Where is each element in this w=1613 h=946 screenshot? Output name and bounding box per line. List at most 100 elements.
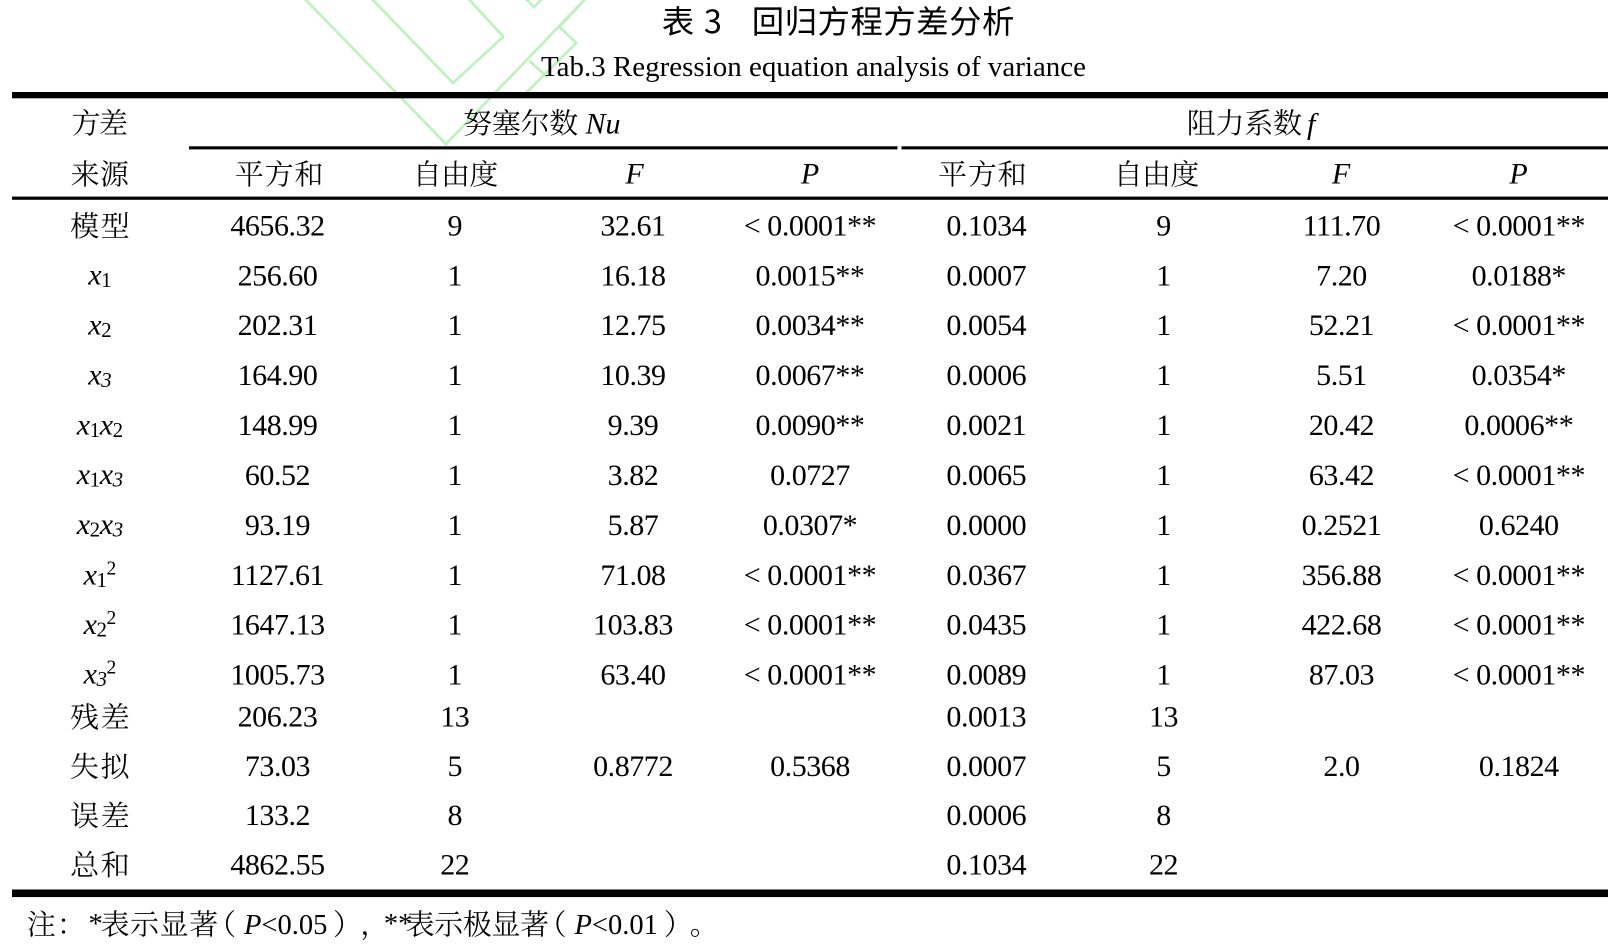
svg-text:206.23: 206.23 xyxy=(238,700,318,733)
svg-text:111.70: 111.70 xyxy=(1303,209,1381,242)
svg-text:0.0435: 0.0435 xyxy=(946,609,1026,642)
svg-text:0.0188*: 0.0188* xyxy=(1472,259,1566,292)
svg-text:0.5368: 0.5368 xyxy=(770,750,850,783)
svg-text:0.0307*: 0.0307* xyxy=(763,509,857,542)
svg-text:1: 1 xyxy=(1156,559,1171,592)
svg-text:1005.73: 1005.73 xyxy=(230,658,324,691)
svg-text:1: 1 xyxy=(1156,259,1171,292)
svg-text:x22: x22 xyxy=(83,608,116,642)
svg-text:< 0.0001**: < 0.0001** xyxy=(744,209,876,242)
svg-text:4862.55: 4862.55 xyxy=(230,848,324,881)
svg-text:P: P xyxy=(800,158,819,191)
svg-text:12.75: 12.75 xyxy=(600,309,665,342)
svg-text:1: 1 xyxy=(448,309,463,342)
svg-text:< 0.0001**: < 0.0001** xyxy=(1453,658,1585,691)
svg-text:1127.61: 1127.61 xyxy=(231,559,324,592)
svg-text:x1x3: x1x3 xyxy=(76,458,123,492)
svg-text:0.1824: 0.1824 xyxy=(1479,750,1559,783)
svg-text:x2: x2 xyxy=(87,309,111,343)
svg-text:5.87: 5.87 xyxy=(608,509,659,542)
svg-text:< 0.0001**: < 0.0001** xyxy=(1453,609,1585,642)
svg-text:71.08: 71.08 xyxy=(600,559,665,592)
svg-text:0.0034**: 0.0034** xyxy=(756,309,865,342)
svg-text:8: 8 xyxy=(1156,799,1171,832)
svg-text:0.2521: 0.2521 xyxy=(1302,509,1382,542)
svg-text:< 0.0001**: < 0.0001** xyxy=(1453,309,1585,342)
svg-text:x1: x1 xyxy=(87,259,111,293)
svg-text:1: 1 xyxy=(1156,658,1171,691)
svg-text:63.40: 63.40 xyxy=(600,658,665,691)
svg-text:0.0000: 0.0000 xyxy=(946,509,1026,542)
svg-text:1: 1 xyxy=(1156,459,1171,492)
svg-text:13: 13 xyxy=(440,700,469,733)
svg-text:1: 1 xyxy=(448,509,463,542)
svg-text:1: 1 xyxy=(448,359,463,392)
svg-text:3.82: 3.82 xyxy=(608,459,659,492)
svg-text:x3: x3 xyxy=(87,358,111,392)
svg-text:1: 1 xyxy=(448,609,463,642)
svg-text:1: 1 xyxy=(448,459,463,492)
svg-text:164.90: 164.90 xyxy=(238,359,318,392)
svg-text:1647.13: 1647.13 xyxy=(230,609,324,642)
svg-text:0.0013: 0.0013 xyxy=(946,700,1026,733)
svg-text:93.19: 93.19 xyxy=(245,509,310,542)
svg-text:5: 5 xyxy=(448,750,463,783)
svg-text:0.0065: 0.0065 xyxy=(946,459,1026,492)
svg-text:0.8772: 0.8772 xyxy=(593,750,673,783)
svg-text:x2x3: x2x3 xyxy=(76,508,123,542)
svg-text:< 0.0001**: < 0.0001** xyxy=(744,658,876,691)
svg-text:16.18: 16.18 xyxy=(600,259,665,292)
svg-text:9: 9 xyxy=(1156,209,1171,242)
svg-text:Nu: Nu xyxy=(585,107,621,140)
svg-text:x1x2: x1x2 xyxy=(76,408,123,442)
svg-text:1: 1 xyxy=(1156,509,1171,542)
svg-text:2.0: 2.0 xyxy=(1323,750,1359,783)
svg-text:x32: x32 xyxy=(83,658,116,692)
svg-text:4656.32: 4656.32 xyxy=(230,209,324,242)
svg-text:0.0006: 0.0006 xyxy=(946,359,1026,392)
svg-text:1: 1 xyxy=(1156,309,1171,342)
svg-text:0.0367: 0.0367 xyxy=(946,559,1026,592)
svg-text:1: 1 xyxy=(448,259,463,292)
svg-text:< 0.0001**: < 0.0001** xyxy=(744,609,876,642)
svg-text:F: F xyxy=(624,158,644,191)
svg-text:1: 1 xyxy=(1156,409,1171,442)
svg-text:52.21: 52.21 xyxy=(1309,309,1374,342)
svg-text:5: 5 xyxy=(1156,750,1171,783)
svg-text:63.42: 63.42 xyxy=(1309,459,1374,492)
svg-text:356.88: 356.88 xyxy=(1302,559,1382,592)
svg-text:P: P xyxy=(1508,158,1527,191)
svg-text:0.0089: 0.0089 xyxy=(946,658,1026,691)
svg-text:1: 1 xyxy=(448,658,463,691)
svg-text:0.6240: 0.6240 xyxy=(1479,509,1559,542)
svg-text:148.99: 148.99 xyxy=(238,409,318,442)
svg-text:0.1034: 0.1034 xyxy=(946,848,1026,881)
svg-text:22: 22 xyxy=(440,848,469,881)
svg-text:0.0006**: 0.0006** xyxy=(1464,409,1573,442)
svg-text:202.31: 202.31 xyxy=(238,309,318,342)
svg-text:0.0021: 0.0021 xyxy=(946,409,1026,442)
svg-text:422.68: 422.68 xyxy=(1302,609,1382,642)
svg-text:0.1034: 0.1034 xyxy=(946,209,1026,242)
svg-text:60.52: 60.52 xyxy=(245,459,310,492)
svg-text:9.39: 9.39 xyxy=(608,409,659,442)
svg-text:1: 1 xyxy=(448,559,463,592)
svg-text:0.0054: 0.0054 xyxy=(946,309,1026,342)
svg-text:1: 1 xyxy=(1156,609,1171,642)
svg-text:0.0727: 0.0727 xyxy=(770,459,850,492)
svg-text:< 0.0001**: < 0.0001** xyxy=(1453,209,1585,242)
svg-text:1: 1 xyxy=(448,409,463,442)
svg-text:73.03: 73.03 xyxy=(245,750,310,783)
svg-text:0.0067**: 0.0067** xyxy=(756,359,865,392)
svg-text:0.0354*: 0.0354* xyxy=(1472,359,1566,392)
svg-text:22: 22 xyxy=(1149,848,1178,881)
svg-text:87.03: 87.03 xyxy=(1309,658,1374,691)
svg-text:103.83: 103.83 xyxy=(593,609,673,642)
svg-text:32.61: 32.61 xyxy=(600,209,665,242)
svg-text:0.0007: 0.0007 xyxy=(946,750,1026,783)
svg-text:< 0.0001**: < 0.0001** xyxy=(1453,459,1585,492)
svg-text:0.0090**: 0.0090** xyxy=(756,409,865,442)
svg-text:7.20: 7.20 xyxy=(1316,259,1367,292)
svg-text:10.39: 10.39 xyxy=(600,359,665,392)
svg-text:F: F xyxy=(1331,158,1351,191)
